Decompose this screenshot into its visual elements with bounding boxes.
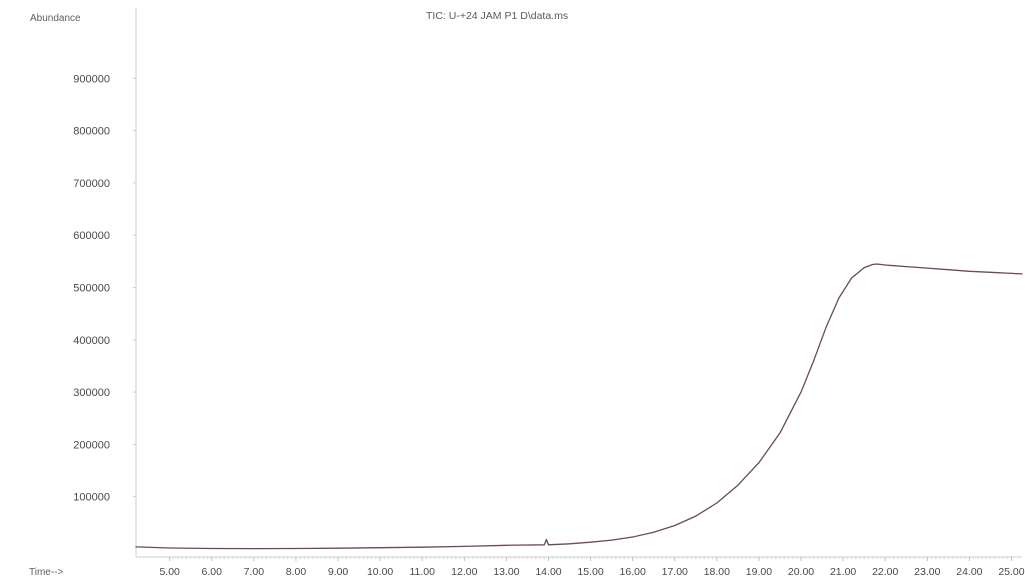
tic-data-point [421,546,423,548]
tic-data-point [547,544,550,546]
x-tick-label: 18.00 [704,566,730,578]
x-axis-label: Time--> [29,567,64,578]
tic-data-point [1010,272,1013,274]
tic-data-point [905,266,907,268]
x-tick-label: 8.00 [286,566,307,578]
tic-data-point [337,547,339,549]
x-tick-label: 13.00 [493,566,519,578]
tic-data-point [379,547,381,549]
tic-data-point [800,391,802,393]
tic-data-point [611,539,613,541]
x-tick-label: 19.00 [746,566,772,578]
tic-data-point [568,543,571,545]
x-tick-label: 14.00 [535,566,561,578]
x-tick-label: 25.00 [998,566,1024,578]
tic-data-point [838,297,840,299]
tic-data-point [253,548,255,550]
x-tick-label: 7.00 [244,566,265,578]
tic-data-point [876,263,878,265]
tic-data-point [505,544,507,546]
tic-data-point [737,484,739,486]
tic-data-point [695,515,697,517]
x-tick-label: 20.00 [788,566,814,578]
tic-data-point [632,536,634,538]
y-tick-label: 400000 [73,335,110,347]
tic-data-point [872,263,874,266]
tic-data-point [968,270,971,272]
x-tick-label: 23.00 [914,566,940,578]
tic-data-point [543,544,545,546]
tic-data-point [884,264,886,266]
tic-data-point [825,326,827,328]
y-axis-label: Abundance [30,13,81,24]
y-tick-label: 800000 [73,126,110,138]
tic-data-point [674,524,676,527]
y-tick-label: 100000 [73,492,110,504]
x-tick-label: 5.00 [159,566,180,578]
series-layer [135,263,1023,550]
x-tick-label: 6.00 [202,566,223,578]
x-tick-label: 11.00 [409,566,435,578]
tic-data-point [947,269,949,271]
tic-data-point [716,502,718,504]
tic-series-line [135,263,1023,550]
tic-data-point [863,267,865,269]
tic-data-point [813,360,815,362]
x-tick-label: 10.00 [367,566,393,578]
tic-data-point [295,547,297,550]
y-tick-label: 300000 [73,387,110,399]
x-tick-label: 15.00 [577,566,603,578]
y-tick-label: 900000 [73,73,110,85]
y-tick-label: 500000 [73,283,110,295]
tic-data-point [1021,273,1023,275]
x-tick-label: 21.00 [830,566,856,578]
y-tick-label: 700000 [73,178,110,190]
y-tick-layer: 100000 200000 300000 400000 500000 600000 7000… [73,73,136,504]
y-tick-label: 200000 [73,439,110,451]
x-tick-label: 16.00 [620,566,646,578]
tic-data-point [779,432,781,434]
x-tick-label: 12.00 [451,566,477,578]
tic-data-point [926,267,928,269]
tic-data-point [169,547,171,549]
tic-data-point [463,545,465,548]
tic-data-point [135,546,137,548]
x-tick-layer: 5.00 6.00 7.00 8.00 9.00 10.00 11.00 12.00 13.00… [159,557,1025,578]
x-tick-label: 9.00 [328,566,349,578]
tic-data-point [758,462,760,464]
tic-data-point [989,271,992,273]
tic-data-point [545,539,548,541]
tic-data-point [211,547,213,550]
tic-data-point [850,277,853,279]
tic-data-point [590,541,592,543]
tic-data-point [653,531,655,533]
chart-title: TIC: U-+24 JAM P1 D\data.ms [426,10,568,22]
x-tick-label: 24.00 [956,566,982,578]
x-tick-label: 17.00 [662,566,688,578]
y-tick-label: 600000 [73,230,110,242]
x-tick-label: 22.00 [872,566,898,578]
